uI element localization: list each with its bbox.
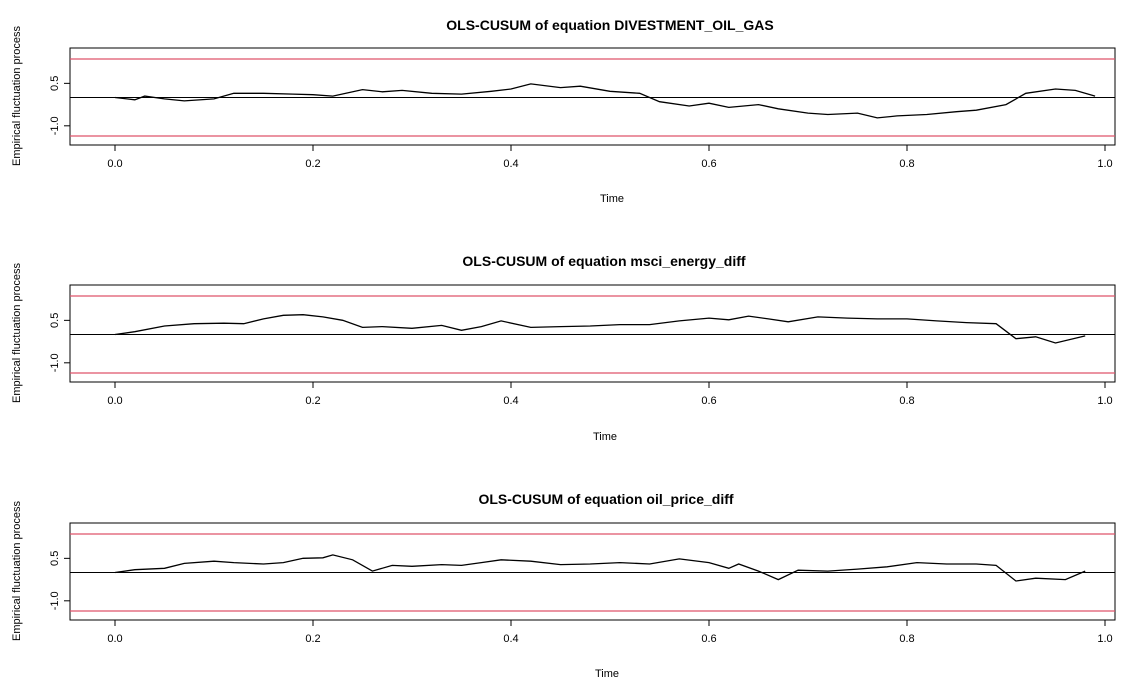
panel-3-cusum-line [114,554,1086,582]
panel-2-title: OLS-CUSUM of equation msci_energy_diff [462,253,745,269]
y-tick-label: 0.5 [49,76,61,91]
panel-2-xlabel: Time [593,431,617,443]
x-tick-label: 1.0 [1097,395,1112,407]
x-tick-label: 1.0 [1097,633,1112,645]
y-tick-label: 0.5 [49,313,61,328]
x-tick-label: 0.6 [701,633,716,645]
x-tick-label: 0.2 [305,158,320,170]
panel-2-frame [69,284,1116,383]
x-tick-label: 0.2 [305,633,320,645]
panel-1-cusum-line [114,83,1096,119]
panel-2-ylabel: Empirical fluctuation process [11,263,23,404]
x-tick-label: 0.8 [899,158,914,170]
x-tick-label: 0.4 [503,633,518,645]
x-tick-label: 0.0 [107,395,122,407]
panel-2-cusum-line [114,314,1086,344]
panel-1-ylabel: Empirical fluctuation process [11,26,23,167]
panel-3-title: OLS-CUSUM of equation oil_price_diff [478,491,733,507]
panel-2: OLS-CUSUM of equation msci_energy_diff 0… [11,253,1116,443]
x-tick-label: 0.8 [899,395,914,407]
x-tick-label: 0.0 [107,158,122,170]
panel-3-xlabel: Time [595,668,619,680]
panel-3-axes: 0.0 0.2 0.4 0.6 0.8 1.0 -1.0 0.5 [49,551,1113,645]
x-tick-label: 1.0 [1097,158,1112,170]
x-tick-label: 0.2 [305,395,320,407]
panel-1: OLS-CUSUM of equation DIVESTMENT_OIL_GAS… [11,17,1116,205]
panel-2-axes: 0.0 0.2 0.4 0.6 0.8 1.0 -1.0 0.5 [49,313,1113,407]
panel-3-ylabel: Empirical fluctuation process [11,501,23,642]
x-tick-label: 0.8 [899,633,914,645]
panel-1-frame [69,47,1116,146]
panel-3: OLS-CUSUM of equation oil_price_diff 0.0… [11,491,1116,680]
panel-1-axes: 0.0 0.2 0.4 0.6 0.8 1.0 -1.0 0.5 [49,76,1113,170]
panel-3-frame [69,522,1116,621]
y-tick-label: -1.0 [49,591,61,610]
x-tick-label: 0.4 [503,395,518,407]
y-tick-label: -1.0 [49,353,61,372]
y-tick-label: -1.0 [49,116,61,135]
x-tick-label: 0.6 [701,395,716,407]
x-tick-label: 0.6 [701,158,716,170]
x-tick-label: 0.4 [503,158,518,170]
y-tick-label: 0.5 [49,551,61,566]
x-tick-label: 0.0 [107,633,122,645]
panel-1-xlabel: Time [600,193,624,205]
panel-1-title: OLS-CUSUM of equation DIVESTMENT_OIL_GAS [446,17,773,33]
